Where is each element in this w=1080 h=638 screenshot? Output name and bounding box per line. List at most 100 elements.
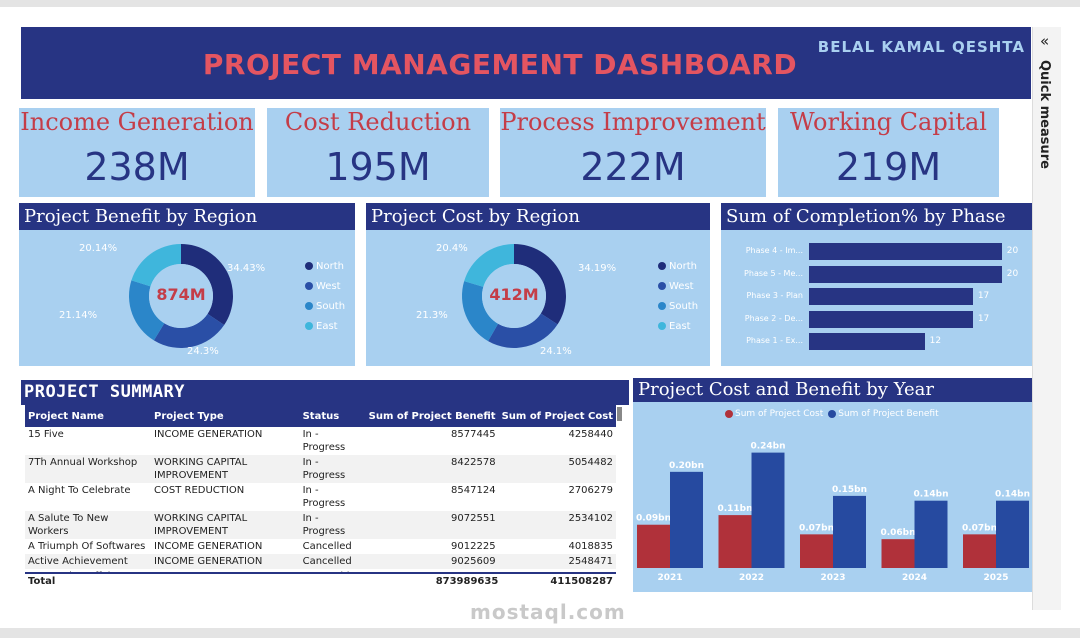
cell-status: Cancelled — [299, 554, 366, 569]
slice-label-south: 21.3% — [416, 310, 448, 321]
legend-item-benefit[interactable]: Sum of Project Benefit — [828, 409, 939, 419]
x-tick-label: 2021 — [657, 573, 682, 583]
table-row[interactable]: A Salute To New Workers WORKING CAPITAL I… — [25, 511, 616, 539]
donut-slice-north[interactable] — [181, 244, 234, 326]
panel-title: Sum of Completion% by Phase — [721, 203, 1032, 230]
table-row[interactable]: Active Achievement INCOME GENERATION Cance… — [25, 554, 616, 569]
completion-bar[interactable] — [809, 265, 1002, 283]
column-header-project-type[interactable]: Project Type — [151, 405, 300, 427]
column-header-status[interactable]: Status — [299, 405, 366, 427]
benefit-donut-chart[interactable] — [19, 230, 355, 366]
total-cost: 411508287 — [501, 573, 616, 589]
benefit-bar[interactable] — [670, 471, 703, 568]
donut-slice-south[interactable] — [129, 280, 165, 341]
legend-dot — [725, 409, 733, 418]
legend-item-north[interactable]: North — [305, 256, 345, 276]
cost-bar[interactable] — [881, 539, 915, 568]
legend-item-south[interactable]: South — [658, 296, 698, 316]
cell-status: In - Progress — [299, 511, 366, 539]
kpi-card-working-capital[interactable]: Working Capital 219M — [778, 108, 999, 197]
donut-slice-east[interactable] — [464, 244, 514, 287]
legend-item-north[interactable]: North — [658, 256, 698, 276]
cost-bar[interactable] — [718, 515, 752, 568]
panel-title: Project Benefit by Region — [19, 203, 355, 230]
cell-project-type: INCOME GENERATION — [154, 541, 263, 552]
legend-item-west[interactable]: West — [305, 276, 345, 296]
dashboard-title: PROJECT MANAGEMENT DASHBOARD — [202, 48, 798, 81]
collapse-chevron-icon[interactable]: « — [1040, 32, 1050, 50]
legend-dot — [658, 322, 666, 330]
cost-benefit-bar-chart[interactable]: 0.09bn 0.20bn 2021 0.11bn 0.24bn 2022 0.07bn 0.… — [633, 418, 1032, 588]
benefit-bar[interactable] — [751, 452, 785, 568]
cell-status: In - Progress — [302, 429, 346, 453]
column-header-benefit[interactable]: Sum of Project Benefit — [365, 405, 499, 427]
bar-data-label: 0.11bn — [717, 504, 752, 514]
kpi-card-cost-reduction[interactable]: Cost Reduction 195M — [267, 108, 489, 197]
completion-bar[interactable] — [809, 310, 973, 328]
cost-donut-chart[interactable] — [366, 230, 710, 366]
benefit-bar[interactable] — [914, 500, 948, 568]
table-row[interactable]: 7Th Annual Workshop WORKING CAPITAL IMPRO… — [25, 455, 616, 483]
legend-label: East — [669, 320, 691, 332]
slice-label-west: 24.3% — [187, 346, 219, 357]
column-header-cost[interactable]: Sum of Project Cost — [498, 405, 616, 427]
benefit-by-region-panel[interactable]: Project Benefit by Region 874M 34.43% 24… — [19, 203, 355, 366]
donut-hole — [482, 264, 546, 328]
cell-benefit: 9012225 — [451, 541, 496, 552]
quick-measure-pane[interactable] — [1032, 27, 1061, 610]
bottom-band — [0, 628, 1080, 638]
table-row[interactable]: A Triumph Of Softwares INCOME GENERATION C… — [25, 539, 616, 554]
cost-bar[interactable] — [963, 534, 996, 568]
completion-bar[interactable] — [809, 333, 925, 350]
legend-item-west[interactable]: West — [658, 276, 698, 296]
total-spacer — [312, 573, 379, 589]
donut-slice-east[interactable] — [131, 244, 181, 287]
table-scrollbar[interactable] — [617, 407, 622, 421]
legend-item-cost[interactable]: Sum of Project Cost — [725, 409, 823, 419]
benefit-bar[interactable] — [996, 500, 1029, 568]
cell-project-name: Active Achievement — [25, 554, 152, 569]
cell-cost: 2534102 — [498, 511, 616, 539]
cost-bar[interactable] — [637, 524, 670, 568]
legend-label: South — [316, 300, 346, 312]
project-summary-table[interactable]: Project Name Project Type Status Sum of … — [25, 405, 616, 590]
kpi-label: Process Improvement — [500, 108, 766, 136]
donut-center-value: 412M — [489, 285, 539, 304]
bar-value: 17 — [977, 291, 990, 301]
dashboard-header — [21, 27, 1031, 99]
legend-item-east[interactable]: East — [305, 316, 345, 336]
donut-slice-west[interactable] — [153, 313, 225, 348]
summary-title: PROJECT SUMMARY — [21, 380, 629, 405]
table-row[interactable]: A Night To Celebrate COST REDUCTION In - P… — [25, 483, 616, 511]
donut-slice-south[interactable] — [462, 281, 499, 342]
kpi-card-process-improvement[interactable]: Process Improvement 222M — [500, 108, 766, 197]
cell-benefit: 9025609 — [365, 554, 499, 569]
benefit-bar[interactable] — [833, 495, 866, 568]
donut-hole — [149, 264, 213, 328]
bar-value: 20 — [1006, 246, 1019, 256]
legend-item-east[interactable]: East — [658, 316, 698, 336]
completion-bar-chart[interactable]: Phase 4 - Im... 20 Phase 5 - Me... 20 Phase … — [721, 230, 1032, 366]
cell-project-type: INCOME GENERATION — [151, 554, 300, 569]
cost-by-region-panel[interactable]: Project Cost by Region 412M 34.19% 24.1%… — [366, 203, 710, 366]
donut-slice-north[interactable] — [514, 244, 566, 325]
table-row[interactable]: 15 Five INCOME GENERATION In - Progress 857… — [25, 427, 616, 455]
quick-measure-label[interactable]: Quick measure — [1037, 60, 1052, 169]
cost-benefit-by-year-panel[interactable]: Project Cost and Benefit by Year Sum of … — [633, 378, 1032, 592]
donut-slice-west[interactable] — [488, 313, 558, 348]
legend-label: West — [316, 280, 341, 292]
cell-status: Cancelled — [302, 541, 352, 552]
slice-label-south: 21.14% — [59, 310, 98, 321]
legend-dot — [658, 262, 666, 270]
cell-project-name: 15 Five — [28, 429, 64, 440]
column-header-project-name[interactable]: Project Name — [25, 405, 152, 427]
bar-data-label: 0.14bn — [913, 490, 948, 500]
cell-project-type: INCOME GENERATION — [154, 429, 263, 440]
legend-item-south[interactable]: South — [305, 296, 345, 316]
kpi-card-income-generation[interactable]: Income Generation 238M — [19, 108, 255, 197]
completion-bar[interactable] — [809, 243, 1002, 260]
cost-bar[interactable] — [800, 534, 833, 568]
completion-by-phase-panel[interactable]: Sum of Completion% by Phase Phase 4 - Im… — [721, 203, 1032, 366]
completion-bar[interactable] — [809, 288, 973, 305]
legend-label: Sum of Project Cost — [735, 409, 824, 419]
